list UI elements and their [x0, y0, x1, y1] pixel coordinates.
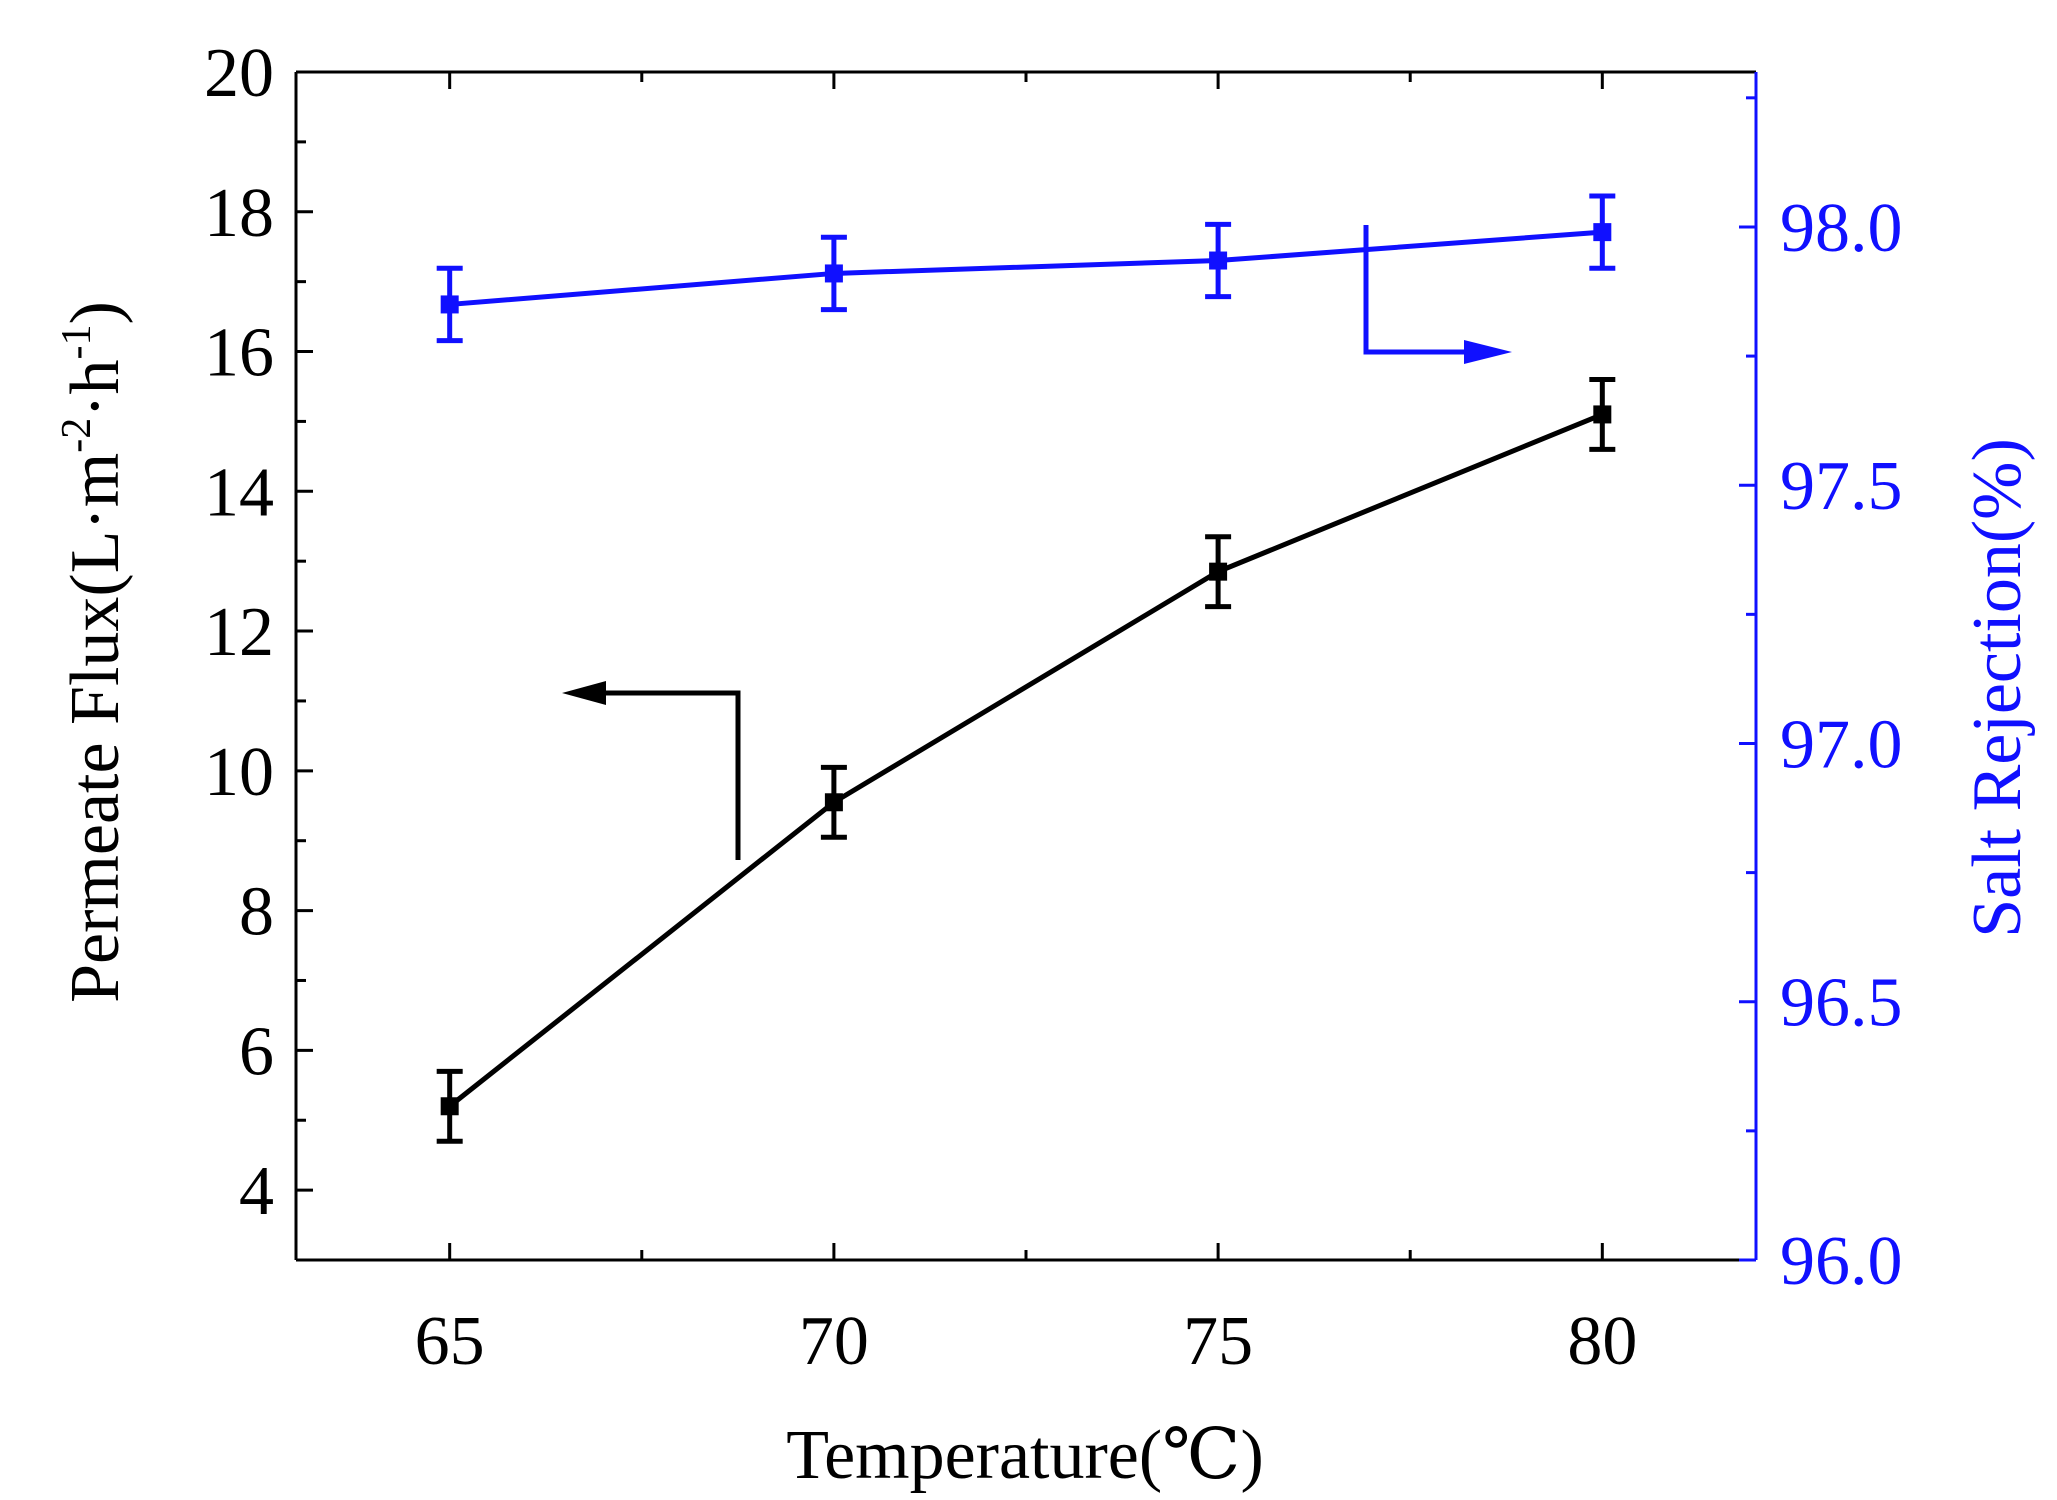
right-axis-label: Salt Rejection(%): [1959, 438, 2036, 938]
left-tick-label: 20: [204, 35, 274, 112]
right-tick-label: 97.0: [1780, 706, 1903, 783]
arrow-to-right-axis: [1363, 225, 1512, 364]
x-tick-label: 65: [415, 1303, 485, 1380]
left-axis-label-mid: ·h: [57, 359, 134, 417]
data-point: [1209, 251, 1228, 270]
data-point: [1593, 405, 1612, 424]
right-tick-label: 97.5: [1780, 448, 1903, 525]
left-tick-label: 4: [239, 1153, 274, 1230]
data-point: [824, 793, 843, 812]
left-axis-label-sup1: -2: [54, 418, 100, 453]
data-point: [824, 264, 843, 283]
left-tick-label: 18: [204, 175, 274, 252]
data-point: [1209, 562, 1228, 581]
left-axis-label-end: ): [57, 301, 134, 324]
axes: 4 6 8 10 12 14 16 18 20 96.0 96.5 97.0 97.5 98.0 65 70 7…: [204, 35, 1903, 1380]
series-salt-rejection: [436, 193, 1616, 344]
annotations: [562, 225, 1512, 860]
series-layer: [436, 193, 1616, 1144]
right-tick-label: 98.0: [1780, 190, 1903, 267]
left-axis-label-sup2: -1: [54, 324, 100, 359]
right-tick-label: 96.5: [1780, 965, 1903, 1042]
x-axis-label: Temperature(℃): [786, 1417, 1264, 1494]
x-tick-label: 70: [799, 1303, 869, 1380]
left-tick-label: 16: [204, 315, 274, 392]
data-point: [1593, 223, 1612, 242]
series-line: [448, 412, 1604, 1109]
left-axis-label: Permeate Flux(L·m-2·h-1): [54, 301, 134, 1003]
data-point: [440, 295, 459, 314]
arrow-to-left-axis: [562, 681, 741, 860]
x-tick-label: 80: [1567, 1303, 1637, 1380]
left-axis-label-main: Permeate Flux(L·m: [57, 453, 134, 1003]
left-tick-label: 14: [204, 454, 274, 531]
left-tick-label: 12: [204, 594, 274, 671]
left-tick-label: 10: [204, 734, 274, 811]
series-permeate-flux: [436, 376, 1616, 1144]
series-line: [449, 229, 1603, 307]
arrow-right-shaft: [1363, 225, 1470, 355]
x-tick-label: 75: [1183, 1303, 1253, 1380]
data-point: [440, 1097, 459, 1116]
left-tick-label: 6: [239, 1013, 274, 1090]
arrow-left-shaft: [600, 690, 741, 860]
left-tick-label: 8: [239, 874, 274, 951]
right-tick-label: 96.0: [1780, 1223, 1903, 1300]
arrow-left-head: [562, 681, 606, 705]
arrow-right-head: [1464, 340, 1512, 364]
